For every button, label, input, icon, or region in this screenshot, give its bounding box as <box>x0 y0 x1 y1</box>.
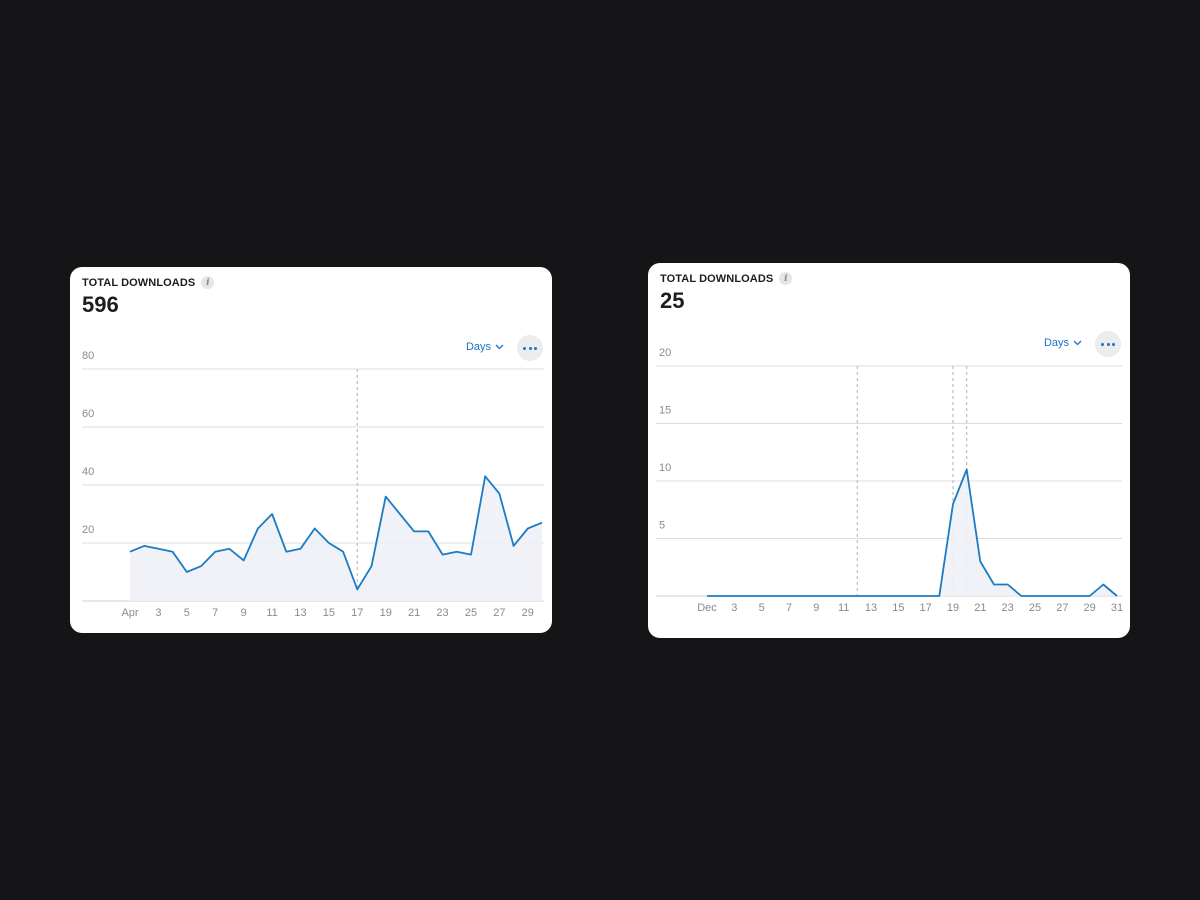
downloads-series-line <box>707 468 1118 597</box>
x-tick-label: 11 <box>266 607 277 619</box>
x-tick-label: 3 <box>731 602 737 614</box>
x-tick-label: 29 <box>1084 602 1096 614</box>
y-tick-label: 40 <box>82 466 94 478</box>
x-tick-label: 19 <box>380 607 392 619</box>
x-tick-label: 23 <box>1002 602 1014 614</box>
x-tick-label: 7 <box>786 602 792 614</box>
more-dots-icon[interactable] <box>1095 331 1121 357</box>
info-icon[interactable]: i <box>201 276 215 289</box>
y-tick-label: 60 <box>82 408 94 420</box>
downloads-card-december: TOTAL DOWNLOADS i 25 Days 5 10 15 20 Dec 3 5 7 9… <box>648 263 1130 638</box>
x-tick-label: 13 <box>865 602 877 614</box>
x-tick-label: 27 <box>1056 602 1068 614</box>
card-title: TOTAL DOWNLOADS i <box>660 272 793 285</box>
total-downloads-value: 596 <box>82 292 119 317</box>
x-tick-label: 25 <box>1029 602 1041 614</box>
info-icon[interactable]: i <box>779 272 793 285</box>
x-tick-label: 9 <box>813 602 819 614</box>
days-dropdown[interactable]: Days <box>1044 337 1082 349</box>
x-tick-label: 15 <box>323 607 335 619</box>
x-tick-label: Dec <box>697 602 717 614</box>
days-dropdown-label: Days <box>1043 337 1069 349</box>
x-tick-label: Apr <box>121 607 138 619</box>
x-tick-label: 7 <box>212 607 218 619</box>
y-tick-label: 5 <box>659 520 665 532</box>
x-tick-label: 13 <box>294 607 306 619</box>
y-tick-label: 20 <box>659 347 671 359</box>
x-tick-label: 17 <box>920 602 932 614</box>
y-tick-label: 10 <box>659 462 671 474</box>
card-title-text: TOTAL DOWNLOADS <box>660 272 774 285</box>
chevron-down-icon <box>495 344 504 350</box>
x-tick-label: 15 <box>892 602 904 614</box>
x-tick-label: 25 <box>465 607 477 619</box>
x-tick-label: 11 <box>838 602 849 614</box>
days-dropdown-label: Days <box>465 341 491 353</box>
y-tick-label: 20 <box>82 524 94 536</box>
x-tick-label: 23 <box>436 607 448 619</box>
x-tick-label: 29 <box>522 607 534 619</box>
downloads-chart: 20 40 60 80 Apr 3 5 7 9 11 13 15 17 19 21 23 25 27 29 <box>82 350 544 619</box>
area-fill <box>130 476 542 601</box>
days-dropdown[interactable]: Days <box>466 341 504 353</box>
y-tick-label: 80 <box>82 350 94 362</box>
more-dots-icon[interactable] <box>517 335 543 361</box>
downloads-series-line <box>129 475 543 591</box>
x-tick-label: 27 <box>493 607 505 619</box>
x-tick-label: 17 <box>351 607 363 619</box>
x-tick-label: 31 <box>1111 602 1123 614</box>
downloads-card-april: TOTAL DOWNLOADS i 596 Days 20 40 60 80 Apr 3 5… <box>70 267 552 633</box>
y-tick-label: 15 <box>659 405 671 417</box>
total-downloads-value: 25 <box>660 288 685 313</box>
x-tick-label: 5 <box>184 607 190 619</box>
downloads-chart: 5 10 15 20 Dec 3 5 7 9 11 13 15 17 19 21 23 25 27 29 31 <box>656 347 1123 614</box>
card-title-text: TOTAL DOWNLOADS <box>82 276 196 289</box>
x-tick-label: 21 <box>408 607 420 619</box>
x-tick-label: 5 <box>759 602 765 614</box>
x-tick-label: 21 <box>974 602 986 614</box>
chevron-down-icon <box>1073 340 1082 346</box>
x-tick-label: 9 <box>241 607 247 619</box>
x-tick-label: 3 <box>155 607 161 619</box>
card-title: TOTAL DOWNLOADS i <box>82 276 215 289</box>
x-tick-label: 19 <box>947 602 959 614</box>
area-fill <box>707 469 1117 596</box>
